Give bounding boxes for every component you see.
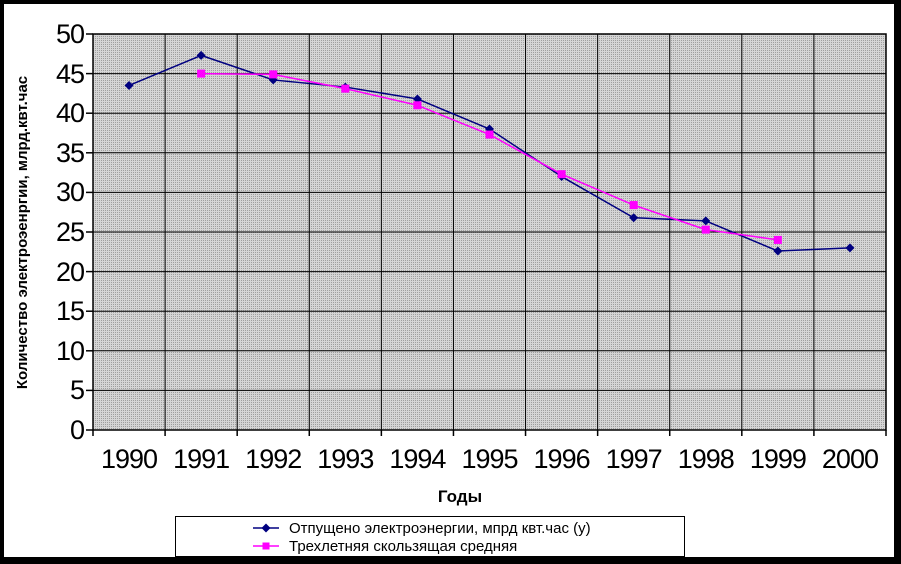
data-point-diamond	[412, 94, 422, 104]
data-point-square	[197, 69, 206, 78]
data-point-square	[341, 84, 350, 93]
data-point-square	[629, 201, 638, 210]
data-point-square	[485, 130, 494, 139]
x-tick-label: 2000	[821, 444, 879, 474]
legend: Отпущено электроэнергии, мпрд квт.час (у…	[175, 516, 685, 557]
data-point-diamond	[773, 246, 783, 256]
x-tick-label: 1990	[100, 444, 158, 474]
y-tick-label: 0	[69, 415, 85, 445]
x-tick-label: 1996	[533, 444, 591, 474]
data-point-diamond	[701, 216, 711, 226]
data-point-square	[557, 170, 566, 179]
y-tick-label: 5	[69, 375, 85, 406]
legend-item-moving-average: Трехлетняя скользящая средняя	[176, 537, 684, 555]
x-tick-label: 1994	[389, 444, 446, 474]
x-tick-label: 1995	[461, 444, 518, 474]
plot-area	[86, 33, 887, 436]
x-tick-label: 1992	[245, 444, 302, 474]
data-point-diamond	[124, 80, 134, 90]
y-tick-label: 20	[55, 256, 85, 287]
data-point-diamond	[629, 213, 639, 223]
y-tick-label: 35	[55, 137, 85, 168]
data-point-square	[413, 101, 422, 110]
y-tick-label: 50	[55, 19, 85, 49]
data-point-square	[269, 70, 278, 79]
legend-label-actual-series: Отпущено электроэнергии, мпрд квт.час (у…	[289, 519, 591, 537]
x-tick-label: 1993	[317, 444, 374, 474]
legend-label-moving-average: Трехлетняя скользящая средняя	[289, 537, 518, 555]
y-tick-label: 45	[55, 58, 85, 89]
square-marker-icon	[253, 542, 279, 550]
y-tick-label: 30	[55, 177, 85, 208]
data-point-diamond	[196, 50, 206, 60]
y-tick-label: 15	[55, 296, 85, 327]
data-point-square	[773, 235, 782, 244]
plot-border	[92, 33, 887, 431]
x-tick-label: 1999	[749, 444, 807, 474]
y-tick-label: 10	[55, 335, 85, 366]
data-point-square	[701, 225, 710, 234]
data-point-diamond	[845, 243, 855, 253]
x-tick-label: 1991	[173, 444, 230, 474]
y-tick-label: 40	[55, 98, 85, 129]
x-tick-label: 1998	[677, 444, 735, 474]
x-axis-title: Годы	[437, 487, 483, 506]
legend-item-actual-series: Отпущено электроэнергии, мпрд квт.час (у…	[176, 519, 684, 537]
y-tick-label: 25	[55, 217, 85, 247]
x-tick-label: 1997	[605, 444, 663, 474]
diamond-marker-icon	[253, 523, 279, 533]
data-point-diamond	[485, 124, 494, 134]
